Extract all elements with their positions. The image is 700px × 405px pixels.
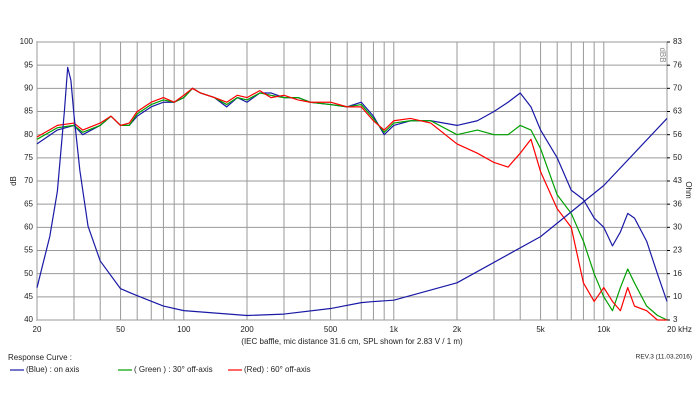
revision: REV.3 (11.03.2016): [636, 354, 692, 361]
y-tick-label: 75: [24, 153, 33, 162]
y-tick-label: 55: [24, 246, 33, 255]
x-tick-label: 50: [116, 325, 125, 334]
x-tick-label: 20: [33, 325, 42, 334]
x-tick-label: 2k: [453, 325, 462, 334]
y2-tick-label: 83: [673, 37, 682, 46]
y-tick-label: 80: [24, 130, 33, 139]
y-tick-label: 85: [24, 107, 33, 116]
y-tick-label: 45: [24, 292, 33, 301]
x-tick-label: 100: [177, 325, 191, 334]
y-tick-label: 70: [24, 176, 33, 185]
y2-tick-label: 70: [673, 83, 682, 92]
y2-tick-label: 43: [673, 176, 682, 185]
y2-tick-label: 3: [673, 315, 678, 324]
y-tick-label: 60: [24, 222, 33, 231]
y-tick-label: 50: [24, 269, 33, 278]
corner-label: dBB: [658, 47, 667, 62]
x-tick-label: 500: [324, 325, 338, 334]
y2-tick-label: 56: [673, 130, 682, 139]
y2-tick-label: 16: [673, 269, 682, 278]
y-tick-label: 95: [24, 60, 33, 69]
y-tick-label: 40: [24, 315, 33, 324]
y-tick-label: 100: [20, 37, 34, 46]
legend-label: (Red) : 60° off-axis: [244, 365, 311, 374]
x-tick-label: 10k: [597, 325, 611, 334]
impedance-line: [36, 66, 668, 317]
y-tick-label: 65: [24, 199, 33, 208]
y2-tick-label: 10: [673, 292, 682, 301]
x-axis-label: (IEC baffle, mic distance 31.6 cm, SPL s…: [241, 337, 463, 346]
y2-tick-label: 50: [673, 153, 682, 162]
legend-title: Response Curve :: [8, 353, 72, 362]
y-axis-label: dB: [9, 176, 18, 186]
x-tick-label: 5k: [536, 325, 545, 334]
response-line: [36, 87, 667, 321]
y2-tick-label: 63: [673, 107, 682, 116]
x-tick-label: 20 kHz: [667, 325, 692, 334]
legend-label: (Blue) : on axis: [26, 365, 79, 374]
x-tick-label: 1k: [390, 325, 399, 334]
y2-axis-label: Ohm: [684, 181, 693, 199]
plot: 20 50 100 200 500 1k 2k 5k 10k 20 kHz 40 45 50 55 60 65…: [20, 37, 692, 334]
y2-tick-label: 36: [673, 199, 682, 208]
x-tick-label: 200: [240, 325, 254, 334]
y-tick-label: 90: [24, 83, 33, 92]
y2-tick-label: 23: [673, 246, 682, 255]
legend-label: ( Green ) : 30° off-axis: [134, 365, 213, 374]
legend: (Blue) : on axis ( Green ) : 30° off-axis…: [10, 365, 311, 374]
y2-tick-label: 30: [673, 222, 682, 231]
y2-tick-label: 76: [673, 60, 682, 69]
